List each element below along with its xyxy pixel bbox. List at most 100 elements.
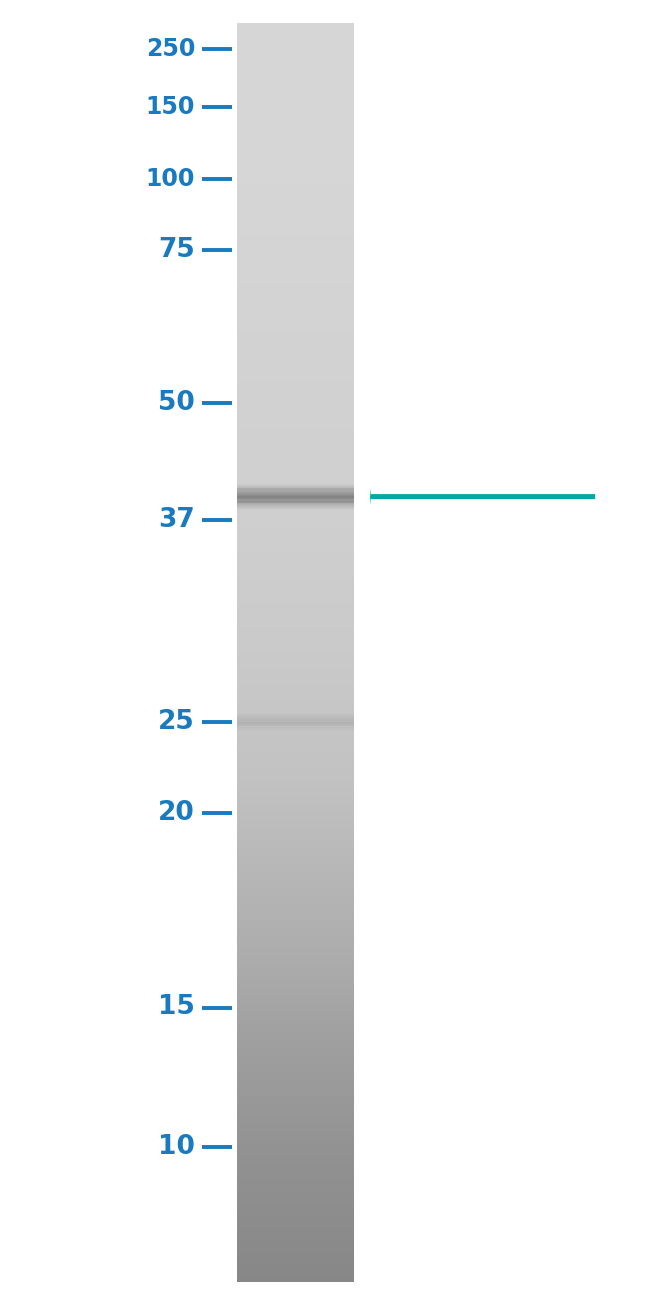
- Bar: [237, 261, 354, 264]
- Bar: [237, 476, 354, 478]
- Bar: [237, 980, 354, 983]
- Bar: [237, 805, 354, 807]
- Bar: [237, 701, 354, 703]
- Bar: [237, 611, 354, 614]
- Bar: [237, 634, 354, 637]
- Bar: [237, 218, 354, 221]
- Bar: [237, 850, 354, 853]
- Bar: [237, 105, 354, 108]
- Bar: [237, 1248, 354, 1251]
- Bar: [237, 619, 354, 621]
- Bar: [237, 474, 354, 477]
- Bar: [237, 585, 354, 588]
- Bar: [237, 707, 354, 710]
- Bar: [237, 715, 354, 718]
- Bar: [237, 1258, 354, 1261]
- Bar: [237, 384, 354, 386]
- Bar: [237, 684, 354, 686]
- Bar: [237, 989, 354, 993]
- Bar: [237, 1095, 354, 1098]
- Bar: [237, 768, 354, 771]
- Bar: [237, 918, 354, 920]
- Bar: [237, 352, 354, 355]
- Bar: [237, 922, 354, 926]
- Bar: [237, 1079, 354, 1082]
- Bar: [237, 868, 354, 872]
- Bar: [237, 370, 354, 373]
- Bar: [237, 770, 354, 772]
- Bar: [237, 988, 354, 991]
- Bar: [237, 1234, 354, 1236]
- Bar: [237, 234, 354, 237]
- Bar: [237, 436, 354, 438]
- Bar: [237, 477, 354, 481]
- Bar: [237, 1113, 354, 1115]
- Bar: [237, 504, 354, 507]
- Bar: [237, 694, 354, 697]
- Bar: [237, 400, 354, 403]
- Bar: [237, 1271, 354, 1274]
- Bar: [237, 664, 354, 667]
- Bar: [237, 1040, 354, 1043]
- Bar: [237, 497, 354, 499]
- Bar: [237, 1175, 354, 1178]
- Bar: [237, 1128, 354, 1131]
- Bar: [237, 794, 354, 798]
- Bar: [237, 239, 354, 242]
- Bar: [237, 1222, 354, 1225]
- Bar: [237, 415, 354, 417]
- Bar: [237, 144, 354, 147]
- Bar: [237, 1132, 354, 1136]
- Bar: [237, 1147, 354, 1149]
- Bar: [237, 985, 354, 988]
- Bar: [237, 1166, 354, 1169]
- Bar: [237, 632, 354, 634]
- Bar: [237, 231, 354, 234]
- Bar: [237, 324, 354, 326]
- Bar: [237, 864, 354, 867]
- Bar: [237, 225, 354, 227]
- Bar: [237, 1018, 354, 1021]
- Bar: [237, 503, 354, 506]
- Bar: [237, 616, 354, 619]
- Bar: [237, 1092, 354, 1095]
- Bar: [237, 217, 354, 220]
- Bar: [237, 776, 354, 779]
- Bar: [237, 107, 354, 109]
- Bar: [237, 196, 354, 199]
- Bar: [237, 307, 354, 309]
- Bar: [237, 348, 354, 351]
- Bar: [237, 1110, 354, 1114]
- Bar: [237, 437, 354, 439]
- Bar: [237, 580, 354, 582]
- Bar: [237, 312, 354, 316]
- Bar: [237, 1000, 354, 1002]
- Bar: [237, 227, 354, 230]
- Bar: [237, 993, 354, 996]
- Bar: [237, 68, 354, 70]
- Bar: [237, 1275, 354, 1279]
- Bar: [237, 1174, 354, 1176]
- Bar: [237, 269, 354, 272]
- Bar: [237, 866, 354, 868]
- Bar: [237, 853, 354, 855]
- Bar: [237, 783, 354, 785]
- Bar: [237, 364, 354, 368]
- Bar: [237, 902, 354, 905]
- Bar: [237, 294, 354, 296]
- Bar: [237, 459, 354, 462]
- Text: 250: 250: [146, 38, 195, 61]
- Bar: [237, 1124, 354, 1128]
- Bar: [237, 1034, 354, 1036]
- Bar: [237, 52, 354, 55]
- Bar: [237, 1228, 354, 1231]
- Bar: [237, 58, 354, 61]
- Bar: [237, 937, 354, 941]
- Bar: [237, 586, 354, 589]
- Bar: [237, 1057, 354, 1061]
- Bar: [237, 130, 354, 133]
- Bar: [237, 1251, 354, 1253]
- Bar: [237, 112, 354, 114]
- Bar: [237, 811, 354, 814]
- Bar: [237, 614, 354, 618]
